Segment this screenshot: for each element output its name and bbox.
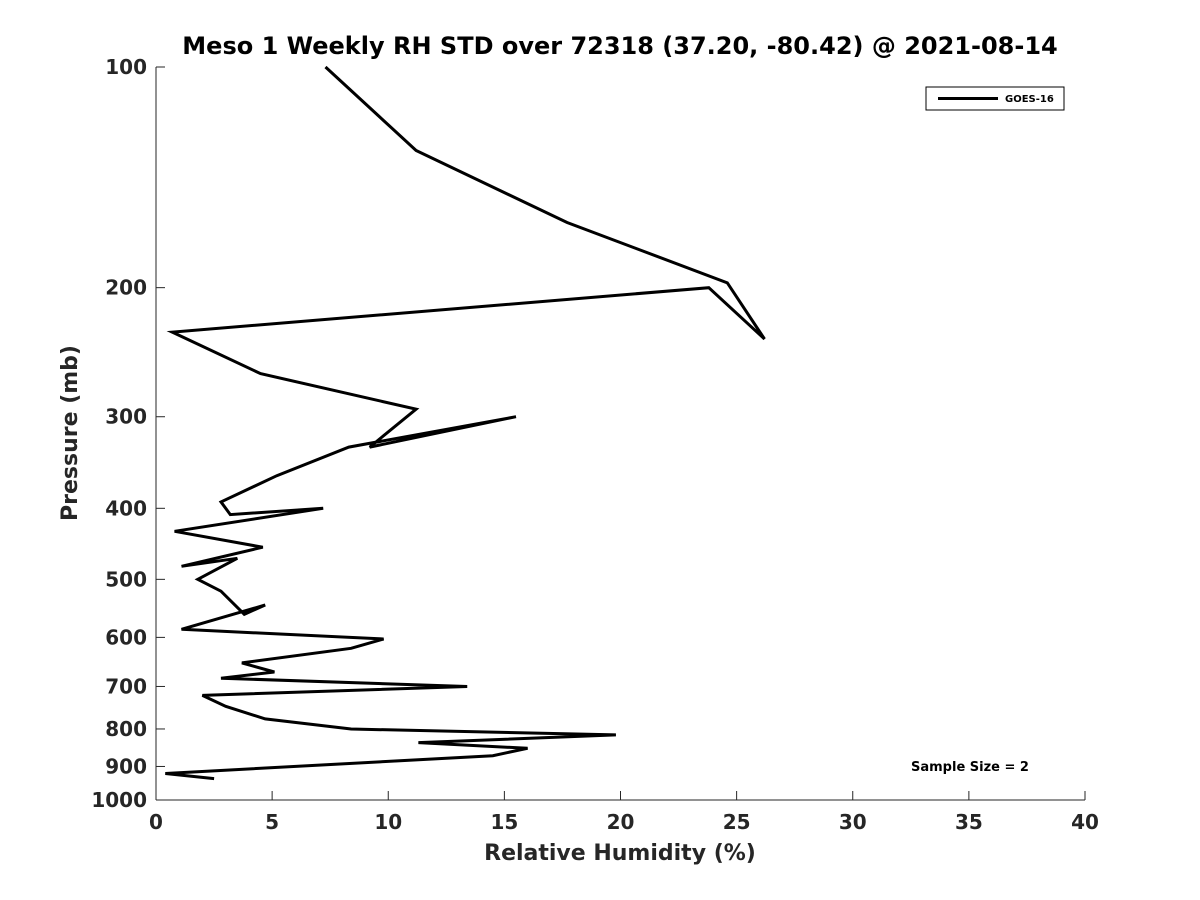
- y-tick-label: 700: [105, 674, 147, 698]
- y-tick-label: 300: [105, 405, 147, 429]
- x-tick-label: 15: [490, 810, 518, 834]
- x-tick-label: 30: [839, 810, 867, 834]
- x-tick-label: 35: [955, 810, 983, 834]
- series-layer: [165, 65, 766, 781]
- legend-label-goes-16: GOES-16: [1005, 94, 1054, 105]
- sample-size-annotation: Sample Size = 2: [911, 760, 1029, 775]
- y-tick-label: 600: [105, 625, 147, 649]
- y-tick-label: 800: [105, 717, 147, 741]
- x-tick-label: 10: [374, 810, 402, 834]
- chart-title: Meso 1 Weekly RH STD over 72318 (37.20, …: [182, 32, 1057, 60]
- legend: GOES-16: [925, 86, 1065, 111]
- series-line-goes-16: [165, 65, 766, 781]
- x-tick-label: 5: [265, 810, 279, 834]
- y-tick-label: 500: [105, 567, 147, 591]
- y-tick-label: 400: [105, 496, 147, 520]
- y-tick-label: 100: [105, 55, 147, 79]
- x-axis-label: Relative Humidity (%): [484, 841, 756, 866]
- y-axis-label: Pressure (mb): [58, 345, 83, 521]
- y-tick-label: 900: [105, 754, 147, 778]
- y-axis-ticks: 100 200 300 400 500 600 700 800 900 1000: [91, 55, 165, 812]
- y-tick-label: 200: [105, 276, 147, 300]
- x-axis-ticks: 0 5 10 15 20 25 30 35 40: [149, 791, 1099, 834]
- x-tick-label: 25: [723, 810, 751, 834]
- y-tick-label: 1000: [91, 788, 147, 812]
- x-tick-label: 40: [1071, 810, 1099, 834]
- x-tick-label: 20: [607, 810, 635, 834]
- x-tick-label: 0: [149, 810, 163, 834]
